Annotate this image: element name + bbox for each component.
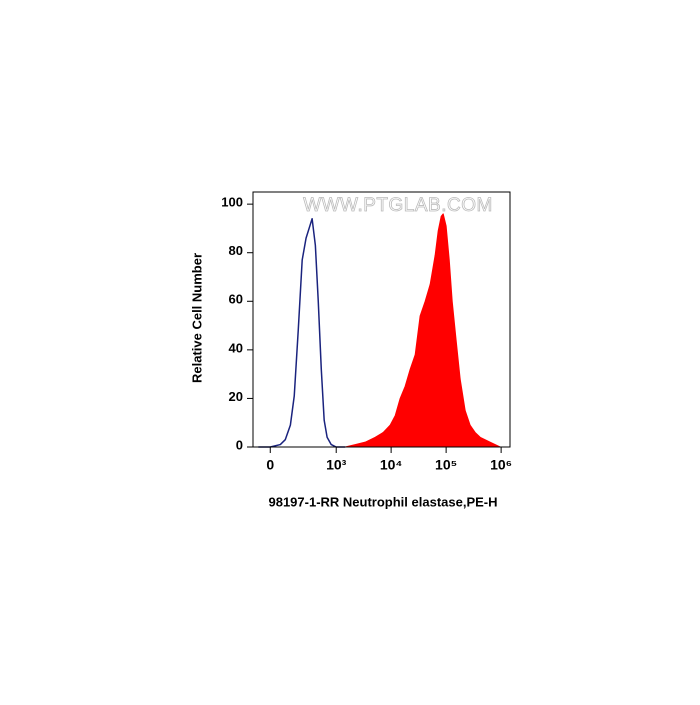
y-tick-label: 100 xyxy=(221,195,243,210)
y-tick-label: 80 xyxy=(229,243,243,258)
y-tick-label: 20 xyxy=(229,389,243,404)
y-tick-label: 60 xyxy=(229,292,243,307)
plot-frame xyxy=(252,191,511,448)
x-axis-label: 98197-1-RR Neutrophil elastase,PE-H xyxy=(268,494,497,509)
x-tick-label: 10³ xyxy=(326,457,347,473)
histogram-area xyxy=(344,213,511,448)
histogram-line xyxy=(258,217,346,448)
x-tick-label: 0 xyxy=(266,457,274,473)
x-tick-label: 10⁴ xyxy=(380,457,403,473)
watermark: WWW.PTGLAB.COM xyxy=(303,195,493,216)
y-axis-label: Relative Cell Number xyxy=(189,253,204,383)
y-tick-label: 0 xyxy=(236,437,243,452)
x-tick-label: 10⁶ xyxy=(490,457,512,473)
x-tick-label: 10⁵ xyxy=(435,457,457,473)
y-tick-label: 40 xyxy=(229,340,243,355)
